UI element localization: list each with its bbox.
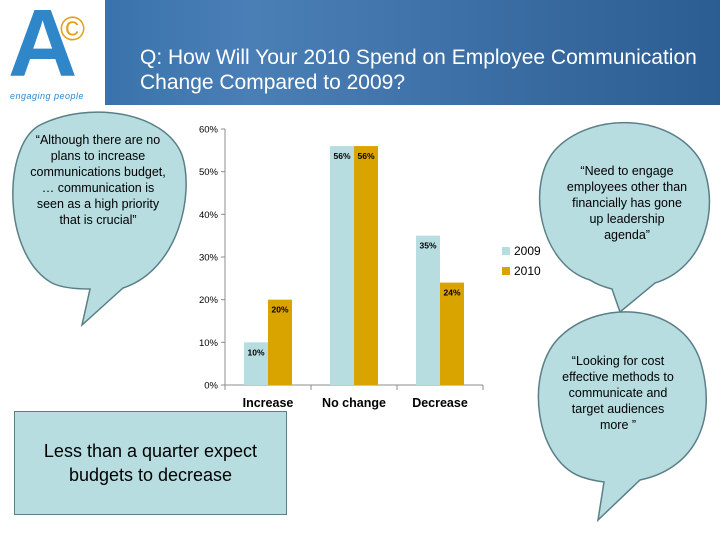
data-label: 20%: [271, 305, 288, 315]
bar-2010-increase: [268, 299, 292, 385]
x-tick-label: Decrease: [412, 396, 468, 410]
bar-2010-decrease: [440, 282, 464, 385]
speech-bubble-right-bottom: [537, 311, 708, 523]
bubble-right-top-text: “Need to engage employees other than fin…: [566, 164, 688, 242]
y-tick-label: 60%: [199, 125, 219, 136]
y-tick-label: 40%: [199, 210, 219, 221]
x-tick-label: Increase: [243, 396, 294, 410]
bar-2009-increase: [244, 342, 268, 385]
data-label: 56%: [333, 151, 350, 161]
chart-legend: 2009 2010: [502, 244, 541, 278]
data-label: 35%: [419, 241, 436, 251]
x-tick-label: No change: [322, 396, 386, 410]
chart-axes: 0% 10% 20% 30% 40% 50% 60% Increase No change Dec…: [199, 125, 484, 410]
logo: A © engaging people: [0, 0, 105, 105]
logo-copyright-mark: ©: [60, 10, 86, 48]
speech-bubble-right-top: [538, 122, 711, 314]
chart-labels: 10% 20% 56% 56% 35% 24%: [247, 151, 460, 357]
data-label: 56%: [357, 151, 374, 161]
legend-swatch-2010: [502, 267, 510, 275]
data-label: 24%: [443, 288, 460, 298]
summary-callout-text: Less than a quarter expect budgets to de…: [43, 441, 258, 485]
title-banner: [0, 0, 720, 105]
bar-2009-no-change: [330, 146, 354, 385]
y-tick-label: 50%: [199, 167, 219, 178]
slide-title: Q: How Will Your 2010 Spend on Employee …: [140, 46, 697, 94]
legend-label-2009: 2009: [514, 244, 541, 258]
speech-bubble-left: [12, 111, 187, 328]
bar-2009-decrease: [416, 235, 440, 385]
legend-swatch-2009: [502, 247, 510, 255]
logo-tagline: engaging people: [10, 91, 85, 101]
logo-letter: A: [8, 0, 78, 97]
bubble-right-bottom-text: “Looking for cost effective methods to c…: [562, 354, 674, 432]
bubble-left-text: “Although there are no plans to increase…: [30, 133, 166, 227]
y-tick-label: 10%: [199, 338, 219, 349]
data-label: 10%: [247, 347, 264, 357]
y-tick-label: 30%: [199, 253, 219, 264]
y-tick-label: 0%: [204, 381, 218, 392]
summary-callout: Less than a quarter expect budgets to de…: [14, 411, 287, 515]
y-tick-label: 20%: [199, 295, 219, 306]
legend-label-2010: 2010: [514, 264, 541, 278]
chart-bars: [244, 146, 464, 385]
bar-2010-no-change: [354, 146, 378, 385]
